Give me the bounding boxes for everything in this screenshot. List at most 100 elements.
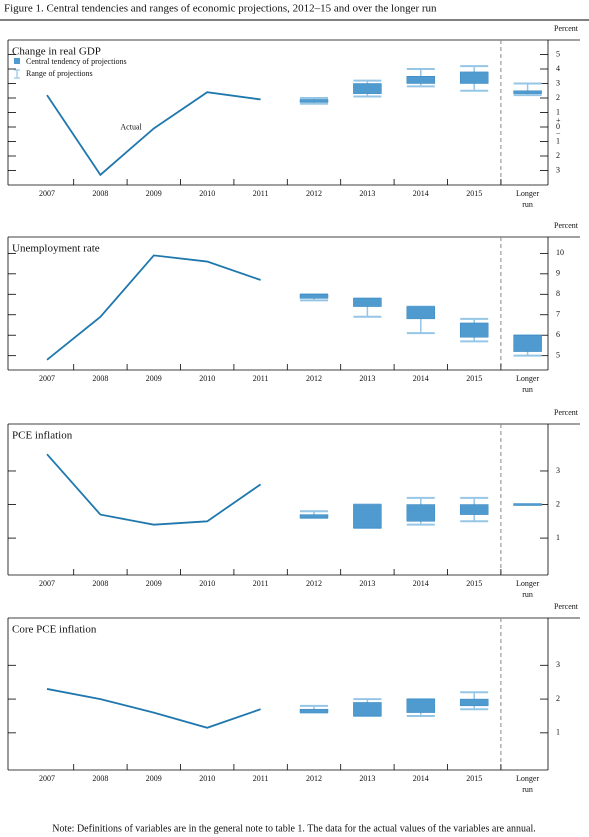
x-tick-label: 2007 [39,189,55,198]
unit-label: Percent [554,602,579,611]
y-tick-label: 3 [556,78,560,87]
x-tick-label: 2007 [39,579,55,588]
y-tick-label: 2 [556,499,560,508]
x-tick-label: 2015 [466,579,482,588]
x-tick-label: 2009 [146,189,162,198]
y-tick-label: 3 [556,466,560,475]
central-tendency [459,698,489,707]
x-tick-label: 2012 [306,579,322,588]
x-tick-label: 2010 [199,579,215,588]
x-tick-label: 2012 [306,774,322,783]
x-tick-label: 2013 [359,579,375,588]
y-tick-label: 4 [556,64,560,73]
note: Note: Definitions of variables are in th… [52,823,536,834]
x-tick-label: 2014 [413,579,429,588]
panel-title: Unemployment rate [12,243,100,255]
x-tick-label: 2009 [146,579,162,588]
line-annotation: Actual [120,122,142,131]
legend-label: Central tendency of projections [26,57,127,66]
actual-line [46,91,261,177]
x-tick-label: 2014 [413,374,429,383]
y-tick-label: 5 [556,351,560,360]
x-tick-label: 2009 [146,774,162,783]
figure-title: Figure 1. Central tendencies and ranges … [4,3,437,15]
y-tick-label: 10 [556,248,564,257]
central-tendency [513,334,542,352]
x-tick-label: 2015 [466,189,482,198]
unit-label: Percent [554,24,579,33]
y-tick-label: 1 [556,728,560,737]
x-tick-label: Longer run [516,189,539,209]
x-tick-label: 2007 [39,774,55,783]
y-tick-label: 2 [556,151,560,160]
central-tendency [299,294,329,299]
central-tendency [353,298,382,307]
x-tick-label: 2013 [359,774,375,783]
legend-swatch [14,58,20,64]
central-tendency [299,99,329,103]
x-tick-label: 2012 [306,374,322,383]
x-tick-label: 2008 [92,579,108,588]
x-tick-label: 2011 [253,579,269,588]
legend-label: Range of projections [26,69,93,78]
x-tick-label-line: Longer [516,189,539,198]
x-tick-label-line: run [522,785,533,794]
y-tick-label: 3 [556,660,560,669]
x-tick-label-line: Longer [516,774,539,783]
y-tick-label: 5 [556,49,560,58]
y-tick-label: 2 [556,694,560,703]
central-tendency [513,90,542,94]
panel-title: PCE inflation [12,430,73,442]
x-tick-label: 2015 [466,774,482,783]
central-tendency [459,504,489,515]
central-tendency [353,83,382,94]
axis-sign: − [556,129,561,138]
x-tick-label-line: run [522,385,533,394]
x-tick-label: Longer run [516,374,539,394]
axis-sign: + [556,116,561,125]
x-tick-label: 2014 [413,189,429,198]
y-tick-label: 6 [556,330,560,339]
central-tendency [353,504,382,529]
actual-line [46,254,261,361]
x-tick-label: 2015 [466,374,482,383]
x-tick-label: Longer run [516,579,539,599]
x-tick-label: 2010 [199,189,215,198]
central-tendency [406,306,436,320]
actual-line [46,453,262,526]
x-tick-label: 2013 [359,189,375,198]
y-tick-label: 3 [556,165,560,174]
x-tick-label: 2008 [92,774,108,783]
unit-label: Percent [554,221,579,230]
panel-title: Core PCE inflation [12,624,97,636]
y-tick-label: 9 [556,269,560,278]
x-tick-label-line: Longer [516,579,539,588]
central-tendency [459,322,489,338]
central-tendency [406,698,436,713]
central-tendency [513,503,542,506]
x-tick-label: 2007 [39,374,55,383]
central-tendency [459,71,489,84]
central-tendency [406,504,436,522]
central-tendency [299,708,329,713]
y-tick-label: 8 [556,289,560,298]
x-tick-label: 2014 [413,774,429,783]
x-tick-label: 2010 [199,374,215,383]
x-tick-label: 2010 [199,774,215,783]
central-tendency [353,702,382,717]
x-tick-label-line: Longer [516,374,539,383]
panel-title: Change in real GDP [12,46,101,58]
x-tick-label-line: run [522,200,533,209]
x-tick-label: 2012 [306,189,322,198]
x-tick-label: 2009 [146,374,162,383]
y-tick-label: 1 [556,533,560,542]
actual-line [46,688,261,729]
unit-label: Percent [554,408,579,417]
central-tendency [299,514,329,519]
x-tick-label: 2011 [253,189,269,198]
y-tick-label: 1 [556,136,560,145]
y-tick-label: 7 [556,310,560,319]
x-tick-label-line: run [522,590,533,599]
x-tick-label: 2013 [359,374,375,383]
